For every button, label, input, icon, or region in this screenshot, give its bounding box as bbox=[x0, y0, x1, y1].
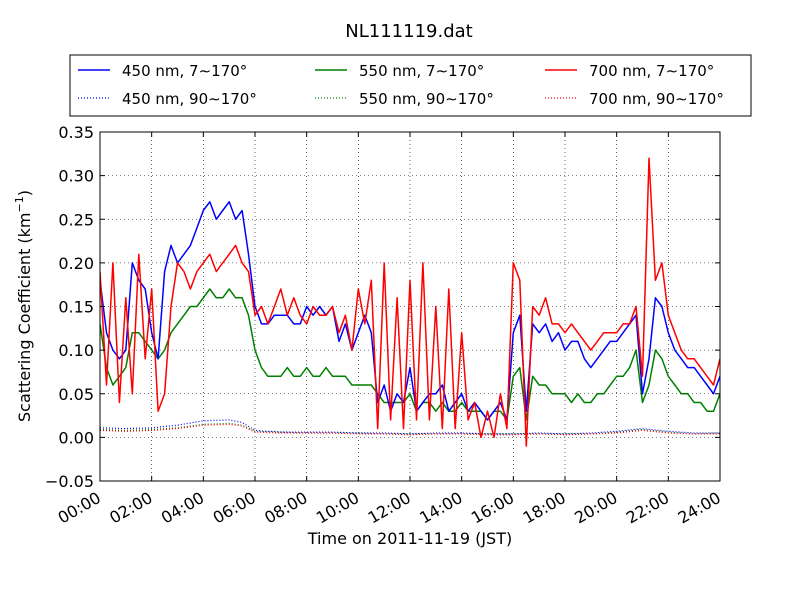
x-tick-label: 20:00 bbox=[571, 488, 620, 528]
y-axis-label-end: ) bbox=[15, 190, 34, 196]
x-tick-label: 22:00 bbox=[623, 488, 672, 528]
legend-label-5: 700 nm, 90∼170° bbox=[589, 90, 724, 108]
x-tick-label: 16:00 bbox=[468, 488, 517, 528]
x-axis-label: Time on 2011-11-19 (JST) bbox=[307, 529, 512, 548]
legend-label-1: 550 nm, 7∼170° bbox=[359, 62, 484, 80]
y-axis-label-main: Scattering Coefficient (km bbox=[15, 212, 34, 422]
y-axis-label: Scattering Coefficient (km−1) bbox=[13, 190, 34, 422]
x-tick-label: 04:00 bbox=[158, 488, 207, 528]
y-tick-label: 0.00 bbox=[58, 428, 94, 447]
y-tick-label: 0.35 bbox=[58, 123, 94, 142]
series-line-0 bbox=[100, 201, 720, 421]
x-tick-label: 14:00 bbox=[416, 488, 465, 528]
y-tick-label: 0.25 bbox=[58, 210, 94, 229]
y-tick-label: 0.30 bbox=[58, 167, 94, 186]
legend: 450 nm, 7∼170° 550 nm, 7∼170° 700 nm, 7∼17… bbox=[69, 54, 752, 117]
y-tick-label: −0.05 bbox=[45, 472, 94, 491]
legend-frame bbox=[69, 54, 752, 117]
x-tick-label: 12:00 bbox=[365, 488, 414, 528]
x-tick-label: 24:00 bbox=[675, 488, 724, 528]
legend-label-2: 700 nm, 7∼170° bbox=[589, 62, 714, 80]
x-tick-label: 00:00 bbox=[55, 488, 104, 528]
y-axis-label-sup: −1 bbox=[13, 196, 26, 212]
y-tick-label: 0.15 bbox=[58, 298, 94, 317]
legend-label-4: 550 nm, 90∼170° bbox=[359, 90, 494, 108]
series-line-1 bbox=[100, 288, 720, 421]
series-line-2 bbox=[100, 157, 720, 447]
x-tick-label: 18:00 bbox=[520, 488, 569, 528]
x-tick-label: 02:00 bbox=[106, 488, 155, 528]
x-tick-label: 08:00 bbox=[261, 488, 310, 528]
plot-area: 00:00 02:00 04:00 06:00 08:00 10:00 12:00 14:00… bbox=[45, 123, 724, 528]
grid bbox=[100, 132, 720, 481]
x-tick-label: 06:00 bbox=[210, 488, 259, 528]
legend-label-3: 450 nm, 90∼170° bbox=[122, 90, 257, 108]
legend-label-0: 450 nm, 7∼170° bbox=[122, 62, 247, 80]
y-tick-label: 0.10 bbox=[58, 341, 94, 360]
series-line-3 bbox=[100, 419, 720, 435]
x-tick-label: 10:00 bbox=[313, 488, 362, 528]
chart-title: NL111119.dat bbox=[345, 21, 472, 42]
series-layer bbox=[100, 157, 720, 447]
y-tick-label: 0.05 bbox=[58, 385, 94, 404]
y-tick-label: 0.20 bbox=[58, 254, 94, 273]
